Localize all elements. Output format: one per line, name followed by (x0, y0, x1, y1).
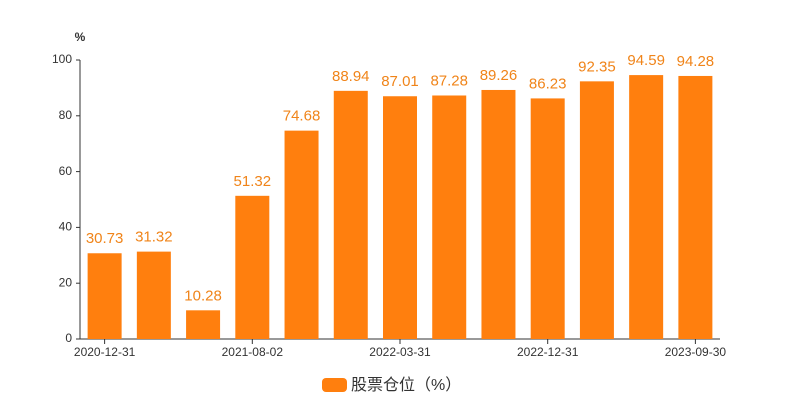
legend-swatch (322, 378, 347, 392)
value-label: 89.26 (480, 67, 518, 84)
bar (579, 81, 614, 339)
y-tick-label: 100 (52, 52, 72, 66)
value-label: 88.94 (332, 68, 370, 85)
x-tick-label: 2023-09-30 (665, 345, 727, 359)
bar (136, 251, 171, 339)
y-tick-label: 60 (59, 164, 73, 178)
value-label: 30.73 (86, 230, 124, 247)
value-label: 74.68 (283, 108, 321, 125)
y-tick-label: 80 (59, 108, 73, 122)
value-label: 86.23 (529, 75, 567, 92)
bar (530, 98, 565, 339)
bar (87, 253, 122, 339)
y-tick-label: 20 (59, 275, 73, 289)
bar (186, 310, 221, 339)
legend-label: 股票仓位（%） (351, 376, 461, 394)
bar (432, 95, 467, 339)
bar (481, 89, 516, 339)
value-label: 87.28 (430, 72, 468, 89)
bar (629, 75, 664, 339)
y-axis-label: % (75, 30, 86, 44)
value-label: 94.59 (627, 52, 665, 69)
value-label: 51.32 (234, 173, 272, 190)
bar (235, 195, 270, 339)
value-label: 87.01 (381, 73, 419, 90)
value-label: 94.28 (677, 53, 715, 70)
value-label: 10.28 (184, 287, 222, 304)
x-tick-label: 2020-12-31 (74, 345, 136, 359)
value-label: 92.35 (578, 58, 616, 75)
y-tick-label: 40 (59, 220, 73, 234)
bar (678, 75, 713, 339)
x-tick-label: 2022-03-31 (369, 345, 431, 359)
bar (284, 130, 319, 339)
value-label: 31.32 (135, 229, 173, 246)
x-tick-label: 2021-08-02 (222, 345, 284, 359)
bar (333, 90, 368, 340)
bar (383, 96, 417, 340)
y-tick-label: 0 (65, 331, 72, 345)
x-tick-label: 2022-12-31 (517, 345, 579, 359)
